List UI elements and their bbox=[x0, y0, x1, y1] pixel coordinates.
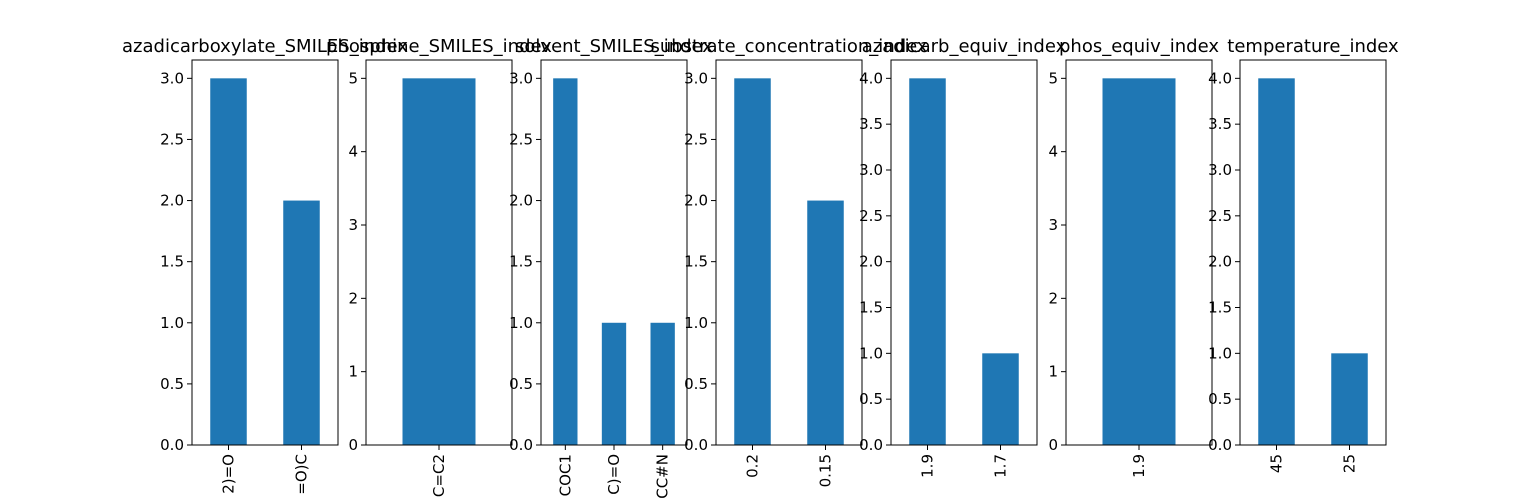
chart-3-xtick-label-0: 0.2 bbox=[744, 454, 762, 478]
chart-5-bar-0 bbox=[1102, 78, 1176, 445]
chart-5-title: phos_equiv_index bbox=[1059, 36, 1219, 57]
chart-4-ytick-label-2: 1.0 bbox=[859, 344, 883, 362]
chart-3-ytick-label-5: 2.5 bbox=[684, 130, 708, 148]
chart-3-axes-frame bbox=[715, 59, 863, 446]
chart-6-ytick-label-2: 1.0 bbox=[1208, 344, 1232, 362]
chart-4-ytick-label-8: 4.0 bbox=[859, 69, 883, 87]
chart-4-ytick-label-6: 3.0 bbox=[859, 161, 883, 179]
chart-0-ytick-label-5: 2.5 bbox=[160, 130, 184, 148]
chart-6-bar-1 bbox=[1331, 353, 1368, 445]
chart-2: 0.0 0.5 1.0 1.5 2.0 2.5 3.0 COC1 C)=O CC#N solvent… bbox=[509, 36, 713, 499]
chart-4-ytick-label-7: 3.5 bbox=[859, 115, 883, 133]
chart-4-xtick-label-1: 1.7 bbox=[992, 454, 1010, 478]
chart-3-ytick-label-3: 1.5 bbox=[684, 253, 708, 271]
chart-3-ytick-label-6: 3.0 bbox=[684, 69, 708, 87]
chart-6: 0.0 0.5 1.0 1.5 2.0 2.5 3.0 3.5 4.0 45 25 temperatu… bbox=[1208, 36, 1399, 473]
chart-0: 0.0 0.5 1.0 1.5 2.0 2.5 3.0 2)=O =O)C azadicarbox… bbox=[122, 36, 408, 495]
chart-0-ytick-label-6: 3.0 bbox=[160, 69, 184, 87]
chart-1-ytick-label-3: 3 bbox=[348, 216, 358, 234]
chart-6-ytick-label-3: 1.5 bbox=[1208, 299, 1232, 317]
chart-0-ytick-label-3: 1.5 bbox=[160, 253, 184, 271]
chart-4-axes-frame bbox=[890, 59, 1038, 446]
chart-2-xtick-label-1: C)=O bbox=[605, 454, 623, 495]
chart-4-xtick-label-0: 1.9 bbox=[919, 454, 937, 478]
chart-6-xtick-label-1: 25 bbox=[1341, 454, 1359, 473]
chart-4-ytick-label-0: 0.0 bbox=[859, 436, 883, 454]
chart-6-ytick-label-8: 4.0 bbox=[1208, 69, 1232, 87]
chart-1-ytick-label-0: 0 bbox=[348, 436, 358, 454]
chart-2-xtick-label-2: CC#N bbox=[654, 454, 672, 499]
chart-1-bar-0 bbox=[402, 78, 476, 445]
chart-3-ytick-label-2: 1.0 bbox=[684, 314, 708, 332]
chart-4-ytick-label-5: 2.5 bbox=[859, 207, 883, 225]
chart-1-ytick-label-4: 4 bbox=[348, 143, 358, 161]
chart-5-ytick-label-5: 5 bbox=[1048, 69, 1058, 87]
chart-1-ytick-label-2: 2 bbox=[348, 289, 358, 307]
chart-5-ytick-label-2: 2 bbox=[1048, 289, 1058, 307]
chart-1-ytick-label-1: 1 bbox=[348, 363, 358, 381]
chart-2-ytick-label-6: 3.0 bbox=[509, 69, 533, 87]
chart-0-ytick-label-4: 2.0 bbox=[160, 192, 184, 210]
chart-0-ytick-label-0: 0.0 bbox=[160, 436, 184, 454]
chart-2-bar-2 bbox=[650, 322, 675, 445]
chart-3-ytick-label-0: 0.0 bbox=[684, 436, 708, 454]
chart-0-title: azadicarboxylate_SMILES_index bbox=[122, 36, 408, 57]
chart-1: 0 1 2 3 4 5 C=C2 phosphine_SMILES_index bbox=[326, 36, 552, 497]
chart-0-ytick-label-1: 0.5 bbox=[160, 375, 184, 393]
chart-2-ytick-label-1: 0.5 bbox=[509, 375, 533, 393]
chart-4-bar-1 bbox=[982, 353, 1019, 445]
chart-0-bar-1 bbox=[283, 200, 320, 445]
chart-4-ytick-label-4: 2.0 bbox=[859, 253, 883, 271]
chart-5: 0 1 2 3 4 5 1.9 phos_equiv_index bbox=[1048, 36, 1219, 478]
chart-2-ytick-label-5: 2.5 bbox=[509, 130, 533, 148]
chart-6-axes-frame bbox=[1239, 59, 1387, 446]
chart-0-xtick-label-0: 2)=O bbox=[220, 454, 238, 494]
chart-5-ytick-label-3: 3 bbox=[1048, 216, 1058, 234]
chart-4-title: azadicarb_equiv_index bbox=[862, 36, 1067, 57]
chart-3-ytick-label-4: 2.0 bbox=[684, 192, 708, 210]
chart-4-ytick-label-1: 0.5 bbox=[859, 390, 883, 408]
chart-6-ytick-label-5: 2.5 bbox=[1208, 207, 1232, 225]
chart-6-ytick-label-6: 3.0 bbox=[1208, 161, 1232, 179]
chart-3-ytick-label-1: 0.5 bbox=[684, 375, 708, 393]
chart-3-bar-0 bbox=[734, 78, 771, 445]
chart-2-bar-1 bbox=[601, 322, 627, 445]
chart-3-bar-1 bbox=[807, 200, 844, 445]
chart-6-bar-0 bbox=[1258, 78, 1295, 445]
chart-2-ytick-label-3: 1.5 bbox=[509, 253, 533, 271]
chart-6-title: temperature_index bbox=[1227, 36, 1399, 57]
chart-0-axes-frame bbox=[191, 59, 339, 446]
chart-3: 0.0 0.5 1.0 1.5 2.0 2.5 3.0 0.2 0.15 substrate_co… bbox=[650, 36, 927, 487]
chart-0-ytick-label-2: 1.0 bbox=[160, 314, 184, 332]
chart-5-ytick-label-4: 4 bbox=[1048, 143, 1058, 161]
chart-4-ytick-label-3: 1.5 bbox=[859, 299, 883, 317]
chart-6-ytick-label-4: 2.0 bbox=[1208, 253, 1232, 271]
chart-1-title: phosphine_SMILES_index bbox=[326, 36, 552, 57]
chart-1-ytick-label-5: 5 bbox=[348, 69, 358, 87]
chart-3-xtick-label-1: 0.15 bbox=[817, 454, 835, 487]
chart-5-ytick-label-0: 0 bbox=[1048, 436, 1058, 454]
chart-6-xtick-label-0: 45 bbox=[1268, 454, 1286, 473]
chart-5-ytick-label-1: 1 bbox=[1048, 363, 1058, 381]
chart-2-ytick-label-2: 1.0 bbox=[509, 314, 533, 332]
chart-6-ytick-label-1: 0.5 bbox=[1208, 390, 1232, 408]
chart-4-bar-0 bbox=[909, 78, 946, 445]
chart-0-xtick-label-1: =O)C bbox=[293, 454, 311, 495]
chart-2-title: solvent_SMILES_index bbox=[515, 36, 713, 57]
chart-2-bar-0 bbox=[553, 78, 578, 445]
chart-6-ytick-label-0: 0.0 bbox=[1208, 436, 1232, 454]
chart-0-bar-0 bbox=[210, 78, 247, 445]
chart-6-ytick-label-7: 3.5 bbox=[1208, 115, 1232, 133]
chart-1-xtick-label-0: C=C2 bbox=[430, 454, 448, 497]
chart-3-title: substrate_concentration_index bbox=[650, 36, 927, 57]
chart-5-xtick-label-0: 1.9 bbox=[1130, 454, 1148, 478]
chart-2-xtick-label-0: COC1 bbox=[556, 454, 574, 496]
chart-2-ytick-label-0: 0.0 bbox=[509, 436, 533, 454]
chart-4: 0.0 0.5 1.0 1.5 2.0 2.5 3.0 3.5 4.0 1.9 1.7 azadica… bbox=[859, 36, 1066, 478]
chart-2-ytick-label-4: 2.0 bbox=[509, 192, 533, 210]
